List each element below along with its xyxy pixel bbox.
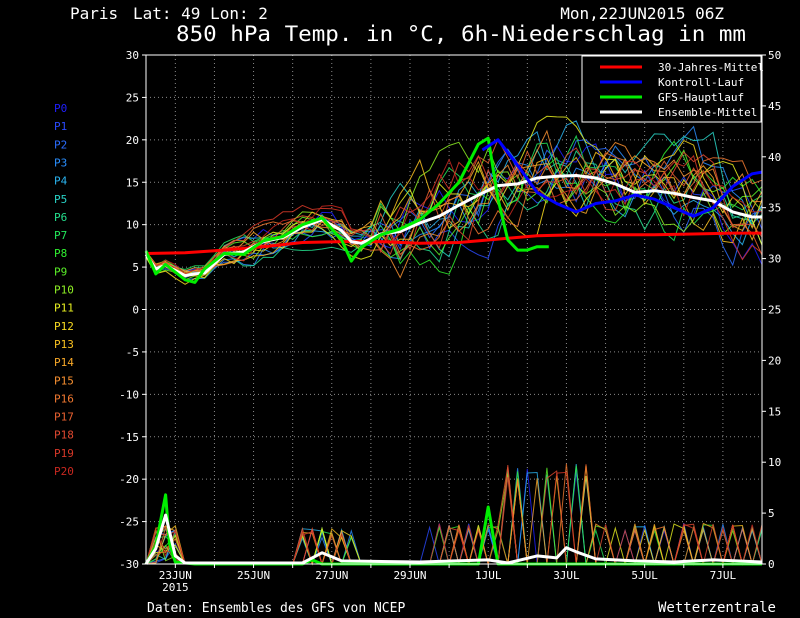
- tick-label-left: -25: [119, 516, 139, 529]
- member-temp-line: [145, 152, 763, 272]
- tick-label-left: 5: [132, 261, 139, 274]
- tick-label-date: 7JUL: [710, 569, 737, 582]
- legend-label: GFS-Hauptlauf: [658, 91, 744, 104]
- data-source: Daten: Ensembles des GFS von NCEP: [147, 601, 405, 616]
- member-label: P17: [54, 411, 74, 424]
- member-temp-line: [145, 147, 763, 276]
- member-label: P16: [54, 392, 74, 405]
- member-label: P2: [54, 138, 67, 151]
- member-temp-line: [145, 158, 763, 275]
- member-label: P8: [54, 247, 67, 260]
- tick-label-left: -30: [119, 558, 139, 571]
- member-temp-line: [145, 151, 763, 279]
- tick-label-date: 5JUL: [631, 569, 658, 582]
- member-label: P11: [54, 302, 74, 315]
- member-label: P9: [54, 265, 67, 278]
- member-label: P3: [54, 156, 67, 169]
- tick-label-date: 29JUN: [393, 569, 426, 582]
- member-temp-line: [145, 149, 763, 281]
- datetime-label: Mon,22JUN2015 06Z: [560, 4, 724, 23]
- member-label: P19: [54, 447, 74, 460]
- member-label: P14: [54, 356, 74, 369]
- tick-label-left: 25: [126, 91, 139, 104]
- tick-label-left: -5: [126, 346, 139, 359]
- series-kontroll-lauf: [481, 138, 763, 218]
- series-gfs-hauptlauf: [144, 136, 549, 284]
- member-label: P12: [54, 320, 74, 333]
- tick-label-left: 0: [132, 304, 139, 317]
- legend-label: Kontroll-Lauf: [658, 76, 744, 89]
- member-label: P6: [54, 211, 67, 224]
- member-label: P20: [54, 465, 74, 478]
- tick-label-right: 30: [768, 253, 781, 266]
- tick-label-date: 23JUN: [159, 569, 192, 582]
- tick-label-left: 10: [126, 219, 139, 232]
- member-temp-line: [145, 141, 763, 276]
- member-label: P10: [54, 284, 74, 297]
- member-label: P18: [54, 429, 74, 442]
- tick-label-right: 10: [768, 456, 781, 469]
- member-label: P1: [54, 120, 67, 133]
- tick-label-left: 15: [126, 176, 139, 189]
- location-label: Paris: [70, 4, 118, 23]
- member-label: P4: [54, 175, 68, 188]
- series-ensemble-mittel-niederschlag: [144, 513, 763, 565]
- member-label: P7: [54, 229, 67, 242]
- tick-label-date: 3JUL: [553, 569, 580, 582]
- tick-label-right: 35: [768, 202, 781, 215]
- tick-label-left: -15: [119, 431, 139, 444]
- tick-label-left: 20: [126, 134, 139, 147]
- tick-label-right: 25: [768, 304, 781, 317]
- member-label: P5: [54, 193, 67, 206]
- legend-label: Ensemble-Mittel: [658, 106, 757, 119]
- tick-label-right: 45: [768, 100, 781, 113]
- tick-label-date: 25JUN: [237, 569, 270, 582]
- tick-label-left: -20: [119, 473, 139, 486]
- tick-label-date: 27JUN: [315, 569, 348, 582]
- tick-label-left: -10: [119, 388, 139, 401]
- tick-label-left: 30: [126, 49, 139, 62]
- tick-label-year: 2015: [162, 581, 189, 594]
- tick-label-right: 0: [768, 558, 775, 571]
- tick-label-right: 40: [768, 151, 781, 164]
- member-label: P13: [54, 338, 74, 351]
- member-label: P0: [54, 102, 67, 115]
- member-temp-line: [145, 154, 763, 278]
- brand-label: Wetterzentrale: [658, 600, 776, 616]
- tick-label-right: 50: [768, 49, 781, 62]
- coords-label: Lat: 49 Lon: 2: [133, 4, 268, 23]
- member-label: P15: [54, 374, 74, 387]
- legend-label: 30-Jahres-Mittel: [658, 61, 764, 74]
- tick-label-right: 20: [768, 354, 781, 367]
- tick-label-date: 1JUL: [475, 569, 502, 582]
- tick-label-right: 15: [768, 405, 781, 418]
- legend: 30-Jahres-Mittel Kontroll-Lauf GFS-Hauptla…: [581, 55, 764, 123]
- axes: 302520151050-5-10-15-20-25-3050454035302…: [119, 49, 781, 594]
- member-legend: P0 P1 P2 P3 P4 P5 P6 P7 P8 P9 P10 P11 P12 P13 P14 P15 P1…: [54, 102, 74, 478]
- tick-label-right: 5: [768, 507, 775, 520]
- chart-title: 850 hPa Temp. in °C, 6h-Niederschlag in …: [176, 22, 746, 46]
